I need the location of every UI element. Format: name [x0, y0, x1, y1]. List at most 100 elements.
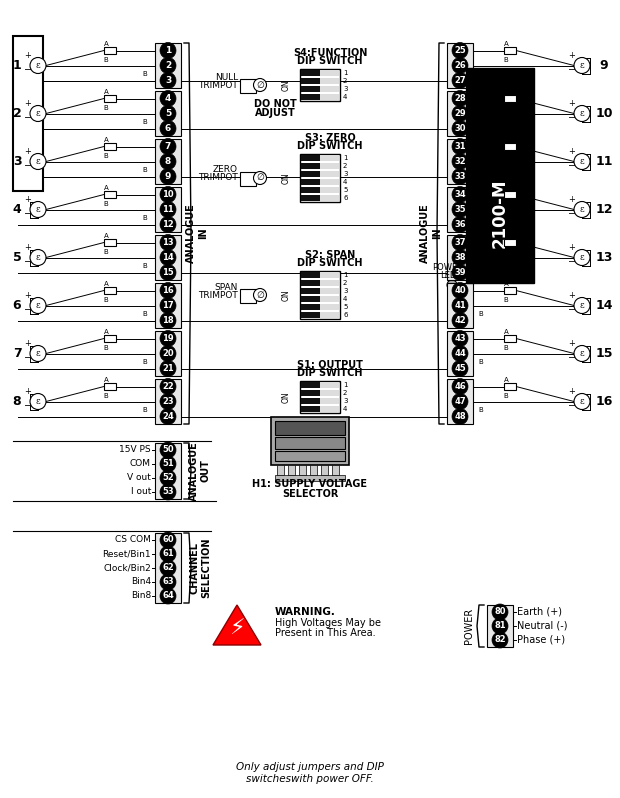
Bar: [155, 379, 181, 424]
Circle shape: [574, 393, 590, 409]
Circle shape: [160, 105, 176, 121]
Bar: [300, 271, 340, 319]
Circle shape: [160, 560, 176, 576]
Circle shape: [30, 393, 46, 409]
Circle shape: [492, 604, 508, 620]
Circle shape: [254, 78, 267, 92]
Bar: [447, 139, 473, 184]
Circle shape: [160, 282, 176, 298]
Text: 35: 35: [454, 205, 466, 214]
Bar: [301, 398, 320, 404]
Text: 7: 7: [165, 142, 171, 151]
Bar: [301, 304, 320, 310]
Bar: [320, 406, 339, 412]
Text: 6: 6: [343, 195, 347, 201]
Bar: [320, 187, 339, 193]
Bar: [320, 304, 339, 310]
Bar: [320, 288, 339, 294]
Circle shape: [574, 250, 590, 266]
Circle shape: [452, 250, 468, 266]
Circle shape: [254, 172, 267, 184]
Text: +: +: [569, 290, 575, 299]
Text: B: B: [104, 57, 108, 62]
Text: 2100-M: 2100-M: [491, 178, 509, 247]
Text: 11: 11: [162, 205, 174, 214]
Text: −: −: [568, 401, 576, 412]
Text: 3: 3: [165, 76, 171, 85]
Text: A: A: [503, 329, 508, 334]
Text: 45: 45: [454, 364, 466, 373]
Bar: [104, 383, 116, 390]
Circle shape: [30, 298, 46, 314]
Text: 27: 27: [454, 76, 466, 85]
Circle shape: [452, 361, 468, 377]
Bar: [275, 451, 345, 461]
Text: A: A: [503, 184, 508, 191]
Text: B: B: [479, 360, 484, 365]
Text: 3: 3: [343, 171, 347, 177]
Text: B: B: [143, 120, 148, 125]
Bar: [155, 235, 181, 280]
Bar: [447, 379, 473, 424]
Circle shape: [452, 90, 468, 106]
Circle shape: [160, 120, 176, 136]
Bar: [320, 280, 339, 286]
Text: 4: 4: [165, 94, 171, 103]
Text: +: +: [569, 338, 575, 347]
Bar: [301, 163, 320, 169]
Text: 26: 26: [454, 61, 466, 70]
Circle shape: [492, 618, 508, 634]
Bar: [271, 417, 349, 465]
Circle shape: [160, 393, 176, 409]
Text: B: B: [479, 168, 484, 173]
Text: 9: 9: [600, 59, 608, 72]
Text: 3: 3: [343, 86, 347, 92]
Text: B: B: [503, 297, 508, 302]
Text: +: +: [25, 195, 32, 203]
Text: B: B: [503, 57, 508, 62]
Text: 10: 10: [595, 107, 613, 120]
Text: 39: 39: [454, 268, 466, 277]
Text: 52: 52: [162, 473, 174, 483]
Bar: [104, 335, 116, 342]
Bar: [301, 406, 320, 412]
Bar: [320, 179, 339, 185]
Text: ε: ε: [580, 157, 585, 166]
Text: −: −: [24, 354, 32, 364]
Text: 21: 21: [162, 364, 174, 373]
Text: 4: 4: [12, 203, 21, 216]
Circle shape: [160, 546, 176, 562]
Bar: [300, 381, 340, 413]
Circle shape: [160, 574, 176, 590]
Text: −: −: [24, 258, 32, 267]
Text: 51: 51: [162, 460, 174, 468]
Text: B: B: [479, 311, 484, 318]
Text: 47: 47: [454, 397, 466, 406]
Text: A: A: [104, 136, 108, 143]
Text: TRIMPOT: TRIMPOT: [198, 81, 238, 89]
Text: +: +: [25, 50, 32, 60]
Circle shape: [447, 280, 457, 290]
Text: −: −: [568, 161, 576, 172]
Bar: [504, 191, 516, 198]
Text: WARNING.: WARNING.: [275, 607, 336, 617]
Text: 2: 2: [343, 390, 347, 396]
Bar: [320, 312, 339, 318]
Text: 29: 29: [454, 109, 466, 118]
Text: 12: 12: [162, 220, 174, 229]
Text: 5: 5: [343, 187, 347, 193]
Bar: [301, 288, 320, 294]
Text: B: B: [104, 345, 108, 350]
Circle shape: [160, 57, 176, 73]
Circle shape: [574, 57, 590, 73]
Bar: [504, 95, 516, 102]
Bar: [301, 187, 320, 193]
Text: 2: 2: [343, 280, 347, 286]
Bar: [301, 195, 320, 201]
Text: CHANNEL
SELECTION: CHANNEL SELECTION: [189, 538, 211, 598]
Text: +: +: [25, 386, 32, 396]
Text: High Voltages May be: High Voltages May be: [275, 618, 381, 628]
Text: 5: 5: [165, 109, 171, 118]
Text: B: B: [479, 120, 484, 125]
Circle shape: [160, 216, 176, 232]
